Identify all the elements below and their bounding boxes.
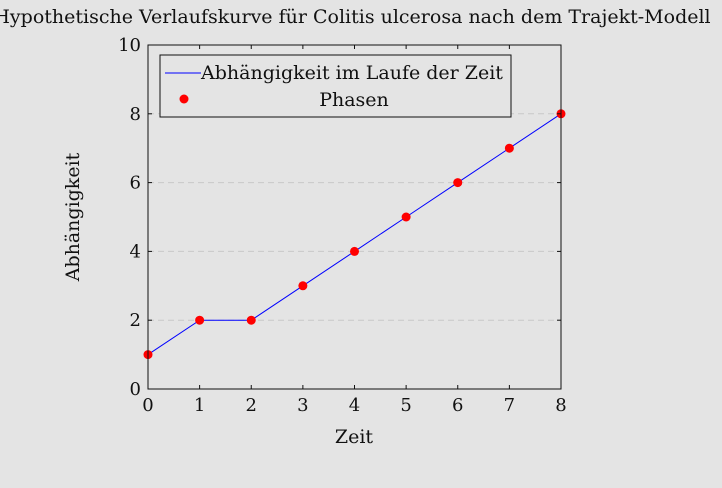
y-tick-label: 10 [118, 35, 141, 56]
grid [148, 113, 561, 321]
legend-point-marker [179, 94, 189, 104]
data-point [350, 246, 359, 256]
y-tick-label: 6 [130, 173, 141, 194]
x-tick-label: 4 [349, 395, 360, 416]
y-tick-label: 4 [130, 241, 141, 262]
data-point [246, 315, 256, 325]
x-tick-label: 7 [504, 395, 515, 416]
y-axis: 0 2 4 6 8 10 [118, 35, 561, 400]
data-point [195, 315, 205, 325]
x-axis-label: Zeit [335, 426, 374, 448]
x-tick-label: 0 [142, 395, 153, 416]
y-tick-label: 0 [130, 379, 141, 400]
chart-title: Hypothetische Verlaufskurve für Colitis … [0, 6, 711, 28]
series-layer [143, 109, 566, 360]
data-point [298, 281, 308, 291]
data-point [401, 212, 411, 222]
x-tick-label: 6 [452, 395, 463, 416]
y-axis-label: Abhängigkeit [62, 152, 84, 282]
data-point [504, 143, 514, 153]
legend: Abhängigkeit im Laufe der Zeit Phasen [159, 54, 512, 118]
series-line [147, 113, 562, 356]
x-tick-label: 2 [246, 395, 257, 416]
legend-entry-points: Phasen [319, 89, 389, 111]
legend-entry-line: Abhängigkeit im Laufe der Zeit [200, 62, 503, 84]
x-axis: 0 1 2 3 4 5 6 7 8 [142, 45, 567, 416]
legend-box [159, 54, 512, 118]
x-tick-label: 3 [297, 395, 308, 416]
y-tick-label: 8 [130, 104, 141, 125]
x-tick-label: 8 [555, 395, 566, 416]
x-tick-label: 5 [400, 395, 411, 416]
x-tick-label: 1 [194, 395, 205, 416]
data-point [453, 178, 463, 188]
y-tick-label: 2 [130, 310, 141, 331]
